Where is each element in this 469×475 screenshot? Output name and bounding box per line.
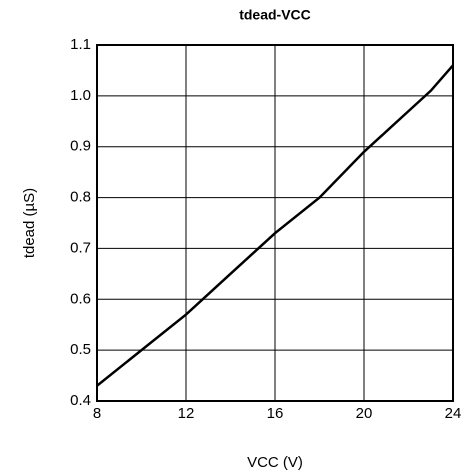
y-tick-label: 0.9 (70, 138, 91, 155)
x-tick-label: 24 (445, 405, 462, 422)
y-tick-label: 0.8 (70, 189, 91, 206)
chart-title: tdead-VCC (239, 7, 311, 23)
plot-frame (96, 44, 454, 402)
x-tick-label: 16 (267, 405, 284, 422)
line-series (96, 64, 454, 387)
x-tick-label: 20 (356, 405, 373, 422)
x-tick-label: 12 (178, 405, 195, 422)
y-tick-label: 0.4 (70, 392, 91, 409)
y-tick-label: 0.5 (70, 341, 91, 358)
y-tick-label: 1.0 (70, 87, 91, 104)
x-axis-label: VCC (V) (247, 454, 303, 471)
y-tick-label: 0.6 (70, 290, 91, 307)
x-tick-label: 8 (93, 405, 101, 422)
y-tick-label: 1.1 (70, 36, 91, 53)
y-axis-label: tdead (µS) (21, 188, 38, 258)
y-tick-label: 0.7 (70, 239, 91, 256)
